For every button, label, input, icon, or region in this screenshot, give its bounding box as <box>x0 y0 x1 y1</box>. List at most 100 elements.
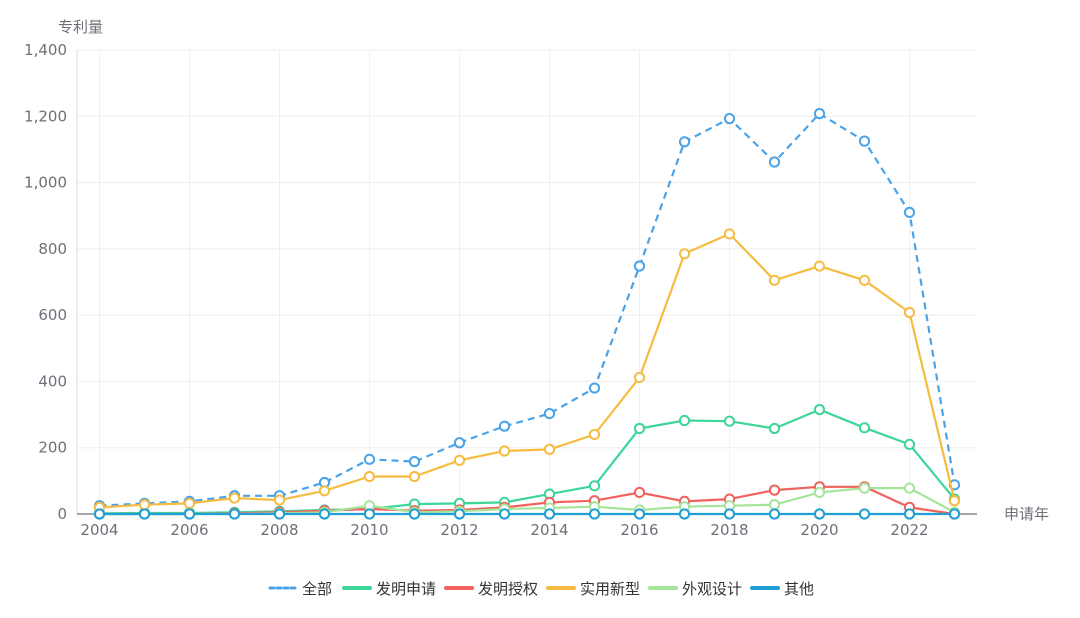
data-point[interactable] <box>408 470 421 483</box>
data-point[interactable] <box>363 508 376 520</box>
x-tick-label: 2012 <box>440 521 478 539</box>
data-point[interactable] <box>273 508 286 520</box>
data-point[interactable] <box>858 274 871 286</box>
y-tick-label: 400 <box>38 372 67 390</box>
data-point[interactable] <box>858 508 871 520</box>
data-point[interactable] <box>588 382 601 394</box>
data-point[interactable] <box>138 499 151 511</box>
data-point[interactable] <box>543 443 556 455</box>
data-point[interactable] <box>903 306 916 319</box>
data-point[interactable] <box>588 480 601 492</box>
legend-item[interactable]: 实用新型 <box>546 580 640 598</box>
data-point[interactable] <box>678 414 691 427</box>
x-tick-label: 2020 <box>800 521 838 539</box>
data-point[interactable] <box>723 113 736 125</box>
data-point[interactable] <box>93 508 106 520</box>
data-point[interactable] <box>813 260 826 272</box>
data-point[interactable] <box>363 470 376 483</box>
data-point[interactable] <box>228 492 241 504</box>
x-tick-label: 2018 <box>710 521 748 539</box>
data-point[interactable] <box>273 494 286 506</box>
data-point[interactable] <box>588 428 601 441</box>
x-tick-label: 2004 <box>80 521 118 539</box>
data-point[interactable] <box>858 482 871 494</box>
data-point[interactable] <box>543 508 556 520</box>
data-point[interactable] <box>813 108 826 120</box>
data-point[interactable] <box>768 274 781 286</box>
data-point[interactable] <box>903 508 916 520</box>
y-tick-label: 1,000 <box>24 174 67 192</box>
x-tick-label: 2010 <box>350 521 388 539</box>
data-point[interactable] <box>408 456 421 468</box>
data-point[interactable] <box>453 454 466 466</box>
data-point[interactable] <box>768 508 781 520</box>
legend[interactable]: 全部 发明申请 发明授权 实用新型 外观设计 其他 <box>268 580 814 598</box>
axes: 0 200 400 600 800 1,000 1,200 1,400 2004 2006 2008… <box>24 41 977 539</box>
data-point[interactable] <box>723 415 736 427</box>
data-point[interactable] <box>633 422 646 435</box>
y-tick-label: 1,400 <box>24 41 67 59</box>
data-point[interactable] <box>498 445 511 457</box>
data-point[interactable] <box>948 508 961 520</box>
data-point[interactable] <box>633 260 646 272</box>
data-point[interactable] <box>813 486 826 499</box>
legend-item[interactable]: 全部 <box>268 580 332 598</box>
x-tick-label: 2016 <box>620 521 658 539</box>
legend-label: 发明授权 <box>478 580 538 598</box>
legend-label: 全部 <box>302 580 332 598</box>
data-point[interactable] <box>858 135 871 147</box>
x-axis-title: 申请年 <box>1004 505 1049 523</box>
data-point[interactable] <box>318 508 331 520</box>
data-point[interactable] <box>678 508 691 520</box>
data-point[interactable] <box>903 438 916 450</box>
data-point[interactable] <box>363 453 376 465</box>
series-5 <box>93 508 961 520</box>
data-point[interactable] <box>768 484 781 496</box>
data-point[interactable] <box>453 437 466 449</box>
data-point[interactable] <box>633 508 646 520</box>
data-point[interactable] <box>858 422 871 434</box>
series-line <box>99 487 956 516</box>
data-point[interactable] <box>768 422 781 435</box>
legend-label: 实用新型 <box>580 580 640 598</box>
data-point[interactable] <box>723 508 736 520</box>
data-point[interactable] <box>678 248 691 260</box>
series-1 <box>93 404 961 519</box>
data-point[interactable] <box>498 420 511 432</box>
data-point[interactable] <box>768 156 781 168</box>
x-tick-label: 2008 <box>260 521 298 539</box>
legend-label: 外观设计 <box>682 580 742 598</box>
data-point[interactable] <box>678 136 691 148</box>
data-point[interactable] <box>138 508 151 520</box>
y-tick-label: 1,200 <box>24 107 67 125</box>
data-point[interactable] <box>543 407 556 420</box>
legend-item[interactable]: 外观设计 <box>648 580 742 598</box>
legend-item[interactable]: 发明申请 <box>342 580 436 598</box>
grid-lines <box>77 49 977 514</box>
data-point[interactable] <box>453 508 466 520</box>
data-point[interactable] <box>183 508 196 520</box>
data-point[interactable] <box>723 228 736 240</box>
data-point[interactable] <box>768 499 781 511</box>
y-tick-label: 0 <box>57 505 67 523</box>
x-tick-label: 2014 <box>530 521 568 539</box>
data-point[interactable] <box>183 497 196 509</box>
data-point[interactable] <box>318 485 331 497</box>
data-point[interactable] <box>588 508 601 520</box>
data-point[interactable] <box>903 206 916 218</box>
data-point[interactable] <box>813 404 826 416</box>
data-point[interactable] <box>813 508 826 520</box>
data-point[interactable] <box>633 371 646 384</box>
data-point[interactable] <box>948 495 961 507</box>
data-point[interactable] <box>408 508 421 520</box>
data-point[interactable] <box>633 486 646 499</box>
data-point[interactable] <box>498 508 511 520</box>
y-tick-label: 200 <box>38 439 67 457</box>
x-tick-label: 2022 <box>890 521 928 539</box>
data-point[interactable] <box>903 482 916 494</box>
data-point[interactable] <box>228 508 241 520</box>
legend-item[interactable]: 其他 <box>750 580 814 598</box>
x-tick-label: 2006 <box>170 521 208 539</box>
legend-item[interactable]: 发明授权 <box>444 580 538 598</box>
